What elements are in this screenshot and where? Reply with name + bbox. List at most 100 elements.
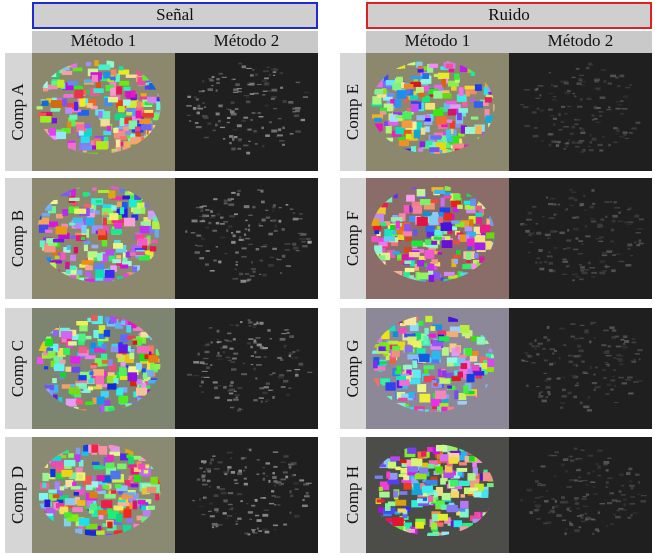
brain-patch xyxy=(390,99,396,106)
brain-patch xyxy=(423,118,431,122)
brain-patch xyxy=(581,84,585,86)
brain-patch xyxy=(272,219,277,222)
panel-bg xyxy=(509,308,652,429)
brain-patch xyxy=(379,491,390,498)
brain-patch xyxy=(107,511,119,520)
brain-patch xyxy=(379,342,388,346)
brain-patch xyxy=(280,86,284,89)
brain-patch xyxy=(91,508,99,517)
brain-patch xyxy=(485,94,495,99)
brain-patch xyxy=(78,333,86,342)
brain-patch xyxy=(431,271,441,280)
brain-patch xyxy=(216,78,220,81)
brain-patch xyxy=(282,126,285,130)
brain-patch xyxy=(441,370,447,378)
brain-patch xyxy=(222,512,227,515)
brain-patch xyxy=(631,361,637,363)
brain-patch xyxy=(614,207,621,209)
brain-patch xyxy=(259,259,263,262)
brain-patch xyxy=(231,240,236,244)
brain-patch xyxy=(107,96,119,103)
brain-patch xyxy=(420,450,427,457)
brain-patch xyxy=(250,355,255,357)
brain-patch xyxy=(257,83,262,86)
brain-patch xyxy=(575,237,579,240)
brain-patch xyxy=(540,391,543,393)
brain-patch xyxy=(142,74,150,81)
brain-patch xyxy=(237,472,243,476)
brain-patch xyxy=(388,120,399,126)
brain-patch xyxy=(64,459,76,467)
brain-patch xyxy=(395,126,406,135)
brain-patch xyxy=(98,325,106,334)
brain-patch xyxy=(464,204,475,210)
brain-patch xyxy=(430,262,441,267)
brain-patch xyxy=(592,202,596,205)
brain-patch xyxy=(579,127,582,130)
brain-patch xyxy=(558,357,561,360)
brain-patch xyxy=(398,328,407,334)
brain-patch xyxy=(454,370,460,376)
brain-patch xyxy=(521,359,526,362)
brain-patch xyxy=(102,217,107,226)
brain-patch xyxy=(406,107,412,115)
brain-patch xyxy=(214,386,218,390)
brain-patch xyxy=(255,337,261,339)
brain-patch xyxy=(451,220,460,224)
brain-patch xyxy=(609,326,615,329)
brain-patch xyxy=(74,101,79,111)
brain-image xyxy=(370,185,495,282)
brain-patch xyxy=(591,271,598,274)
brain-patch xyxy=(394,511,401,515)
panel-bg xyxy=(509,437,652,553)
brain-patch xyxy=(249,275,255,277)
brain-patch xyxy=(96,141,108,150)
brain-patch xyxy=(142,110,154,118)
brain-patch xyxy=(94,60,99,67)
brain-patch xyxy=(568,188,573,191)
brain-patch xyxy=(141,505,147,511)
brain-patch xyxy=(119,207,125,215)
brain-patch xyxy=(133,208,141,214)
brain-patch xyxy=(411,103,419,112)
brain-patch xyxy=(227,225,233,228)
brain-patch xyxy=(226,451,233,454)
brain-patch xyxy=(546,377,552,380)
brain-patch xyxy=(431,355,440,364)
brain-patch xyxy=(129,198,137,208)
brain-patch xyxy=(228,203,235,206)
brain-patch xyxy=(633,381,639,383)
brain-patch xyxy=(404,96,409,103)
brain-patch xyxy=(591,532,595,536)
brain-patch xyxy=(606,525,609,528)
brain-patch xyxy=(447,80,459,87)
brain-patch xyxy=(383,458,391,465)
row-label: Comp E xyxy=(343,84,362,140)
brain-patch xyxy=(466,238,475,247)
brain-patch xyxy=(587,261,591,265)
brain-patch xyxy=(143,373,151,381)
brain-patch xyxy=(48,489,57,493)
brain-patch xyxy=(545,396,549,398)
brain-patch xyxy=(449,240,460,245)
brain-patch xyxy=(155,348,161,356)
brain-patch xyxy=(98,513,104,520)
brain-patch xyxy=(453,193,461,201)
brain-patch xyxy=(208,78,213,80)
brain-patch xyxy=(616,358,623,360)
brain-patch xyxy=(597,474,601,477)
row-label: Comp H xyxy=(343,466,362,524)
brain-patch xyxy=(412,360,418,369)
brain-patch xyxy=(551,454,558,457)
brain-patch xyxy=(525,360,529,362)
brain-patch xyxy=(103,329,111,337)
brain-patch xyxy=(219,126,226,129)
brain-patch xyxy=(235,324,240,327)
brain-patch xyxy=(68,329,77,336)
brain-patch xyxy=(373,360,378,369)
brain-patch xyxy=(130,137,142,145)
brain-patch xyxy=(472,364,480,371)
brain-patch xyxy=(279,337,286,341)
brain-patch xyxy=(129,133,140,138)
brain-patch xyxy=(114,220,123,230)
